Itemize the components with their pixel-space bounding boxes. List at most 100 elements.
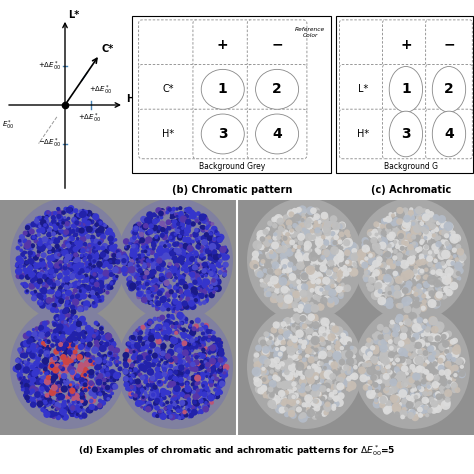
- Circle shape: [94, 286, 100, 291]
- Circle shape: [151, 265, 156, 270]
- Circle shape: [67, 347, 75, 355]
- Circle shape: [426, 374, 434, 382]
- Circle shape: [36, 253, 40, 257]
- Circle shape: [132, 230, 138, 236]
- Circle shape: [339, 364, 346, 371]
- Circle shape: [212, 372, 217, 376]
- Circle shape: [276, 336, 285, 345]
- Circle shape: [37, 368, 41, 372]
- Circle shape: [182, 292, 186, 296]
- Circle shape: [408, 273, 413, 279]
- Circle shape: [76, 213, 81, 217]
- Circle shape: [296, 207, 302, 213]
- Circle shape: [39, 379, 44, 383]
- Circle shape: [299, 410, 303, 414]
- Circle shape: [62, 385, 67, 390]
- Circle shape: [402, 287, 409, 294]
- Circle shape: [23, 268, 26, 272]
- Circle shape: [33, 368, 40, 375]
- Circle shape: [94, 365, 99, 370]
- Circle shape: [89, 227, 92, 230]
- Circle shape: [407, 344, 414, 352]
- Circle shape: [143, 275, 147, 280]
- Circle shape: [174, 228, 178, 232]
- Circle shape: [110, 253, 116, 257]
- Circle shape: [299, 222, 306, 229]
- Circle shape: [279, 281, 283, 286]
- Circle shape: [135, 332, 138, 335]
- Circle shape: [156, 363, 161, 368]
- Circle shape: [182, 346, 190, 353]
- Circle shape: [337, 260, 346, 268]
- Circle shape: [82, 212, 90, 220]
- Circle shape: [217, 237, 223, 243]
- Circle shape: [136, 222, 140, 227]
- Circle shape: [343, 339, 351, 347]
- Circle shape: [298, 366, 302, 371]
- Circle shape: [138, 276, 142, 280]
- Circle shape: [180, 233, 184, 237]
- Circle shape: [124, 268, 128, 272]
- Circle shape: [133, 246, 140, 253]
- Circle shape: [189, 346, 195, 351]
- Circle shape: [263, 394, 267, 398]
- Circle shape: [176, 257, 183, 264]
- Circle shape: [269, 251, 277, 259]
- Circle shape: [87, 261, 93, 268]
- Circle shape: [164, 240, 169, 245]
- Circle shape: [51, 400, 55, 403]
- Circle shape: [312, 264, 317, 267]
- Circle shape: [103, 384, 111, 392]
- Circle shape: [291, 371, 296, 375]
- Circle shape: [139, 284, 142, 288]
- Circle shape: [121, 251, 127, 256]
- Circle shape: [65, 281, 70, 286]
- Circle shape: [154, 326, 159, 330]
- Circle shape: [144, 395, 147, 399]
- Circle shape: [201, 263, 205, 266]
- Circle shape: [195, 339, 201, 345]
- Circle shape: [286, 255, 293, 262]
- Circle shape: [187, 297, 194, 304]
- Circle shape: [83, 378, 89, 384]
- Circle shape: [167, 335, 170, 338]
- Circle shape: [271, 241, 279, 249]
- Circle shape: [36, 249, 41, 254]
- Circle shape: [194, 391, 201, 398]
- Circle shape: [330, 264, 335, 269]
- Circle shape: [254, 249, 259, 254]
- Circle shape: [186, 350, 191, 356]
- Circle shape: [282, 269, 286, 274]
- Circle shape: [104, 332, 111, 339]
- Circle shape: [161, 364, 168, 370]
- Circle shape: [62, 289, 65, 292]
- Circle shape: [39, 372, 43, 375]
- Circle shape: [28, 283, 33, 287]
- Circle shape: [44, 237, 47, 241]
- Circle shape: [342, 232, 351, 241]
- Circle shape: [114, 265, 117, 268]
- Circle shape: [79, 289, 82, 293]
- Circle shape: [43, 344, 46, 347]
- Circle shape: [443, 388, 448, 393]
- Circle shape: [178, 295, 181, 298]
- Circle shape: [163, 279, 169, 285]
- Circle shape: [445, 365, 454, 374]
- Circle shape: [72, 252, 78, 257]
- Circle shape: [145, 242, 148, 246]
- Circle shape: [53, 336, 57, 339]
- Circle shape: [98, 219, 102, 225]
- Circle shape: [451, 350, 459, 359]
- Circle shape: [387, 247, 392, 251]
- Circle shape: [419, 240, 424, 244]
- Circle shape: [351, 269, 358, 276]
- Circle shape: [323, 366, 327, 370]
- Circle shape: [185, 207, 192, 214]
- Circle shape: [22, 282, 28, 288]
- Circle shape: [191, 349, 194, 352]
- Circle shape: [118, 374, 120, 377]
- Circle shape: [182, 394, 186, 399]
- Circle shape: [298, 330, 306, 338]
- Circle shape: [332, 367, 337, 372]
- Circle shape: [136, 266, 143, 273]
